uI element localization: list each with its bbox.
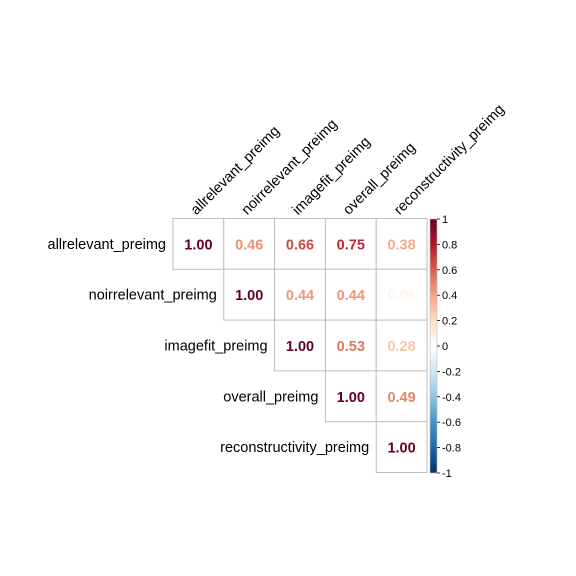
- correlation-grid: [172, 218, 428, 474]
- row-label-0: allrelevant_preimg: [48, 237, 166, 253]
- cell-r4-c4: [375, 421, 428, 474]
- value-label-r2-c4: 0.28: [387, 339, 415, 355]
- colorbar-tick-label-8: -0.6: [442, 417, 461, 429]
- colorbar-tick-label-4: 0.2: [442, 316, 457, 328]
- color-legend: 1 0.8 0.6 0.4 0.2 0 -0.2 -0.4 -0.6 -0.8 -1: [429, 214, 461, 480]
- cell-r3-c3: [324, 370, 377, 423]
- cell-r2-c4: [375, 319, 428, 372]
- colorbar-tick-label-2: 0.6: [442, 265, 457, 277]
- value-label-r0-c0: 1.00: [184, 237, 212, 253]
- colorbar-tick-label-7: -0.4: [442, 392, 461, 404]
- row-labels: allrelevant_preimg noirrelevant_preimgima…: [48, 237, 370, 456]
- row-label-3: overall_preimg: [223, 389, 318, 405]
- cell-r0-c2: [274, 218, 326, 270]
- colorbar-tick-label-6: -0.2: [442, 366, 461, 378]
- row-label-4: reconstructivity_preimg: [220, 440, 369, 456]
- cell-r2-c2: [274, 319, 326, 372]
- cell-r1-c3: [324, 268, 377, 321]
- colorbar-tick-label-3: 0.4: [442, 290, 457, 302]
- row-label-2: imagefit_preimg: [164, 339, 267, 355]
- value-label-r4-c4: 1.00: [387, 441, 415, 457]
- colorbar-tick-label-1: 0.8: [442, 239, 457, 251]
- column-labels: allrelevant_preimgnoirrelevant_preimgima…: [188, 102, 508, 219]
- colorbar-tick-label-0: 1: [442, 214, 448, 226]
- value-label-r1-c2: 0.44: [286, 288, 314, 304]
- colorbar-tick-label-9: -0.8: [442, 443, 461, 455]
- value-label-r1-c1: 1.00: [235, 288, 263, 304]
- value-label-r1-c3: 0.44: [337, 288, 365, 304]
- cell-r0-c1: [223, 218, 276, 270]
- value-label-r2-c3: 0.53: [337, 339, 365, 355]
- column-label-1: noirrelevant_preimg: [239, 116, 341, 218]
- cell-r1-c1: [223, 268, 276, 321]
- column-label-0: allrelevant_preimg: [188, 123, 283, 218]
- value-label-r0-c3: 0.75: [337, 237, 365, 253]
- value-label-r3-c3: 1.00: [337, 390, 365, 406]
- value-label-r1-c4: 0.06: [387, 288, 415, 304]
- cell-r0-c0: [172, 218, 225, 270]
- value-label-r0-c4: 0.38: [387, 237, 415, 253]
- colorbar-gradient: [429, 218, 438, 474]
- colorbar-tick-label-10: -1: [442, 468, 452, 480]
- value-label-r2-c2: 1.00: [286, 339, 314, 355]
- correlation-values: 1.00 0.46 0.66 0.75 0.38 1.00 0.44 0.44 0.06 1.00…: [184, 237, 415, 456]
- row-label-1: noirrelevant_preimg: [89, 288, 217, 304]
- cell-r3-c4: [375, 370, 428, 423]
- value-label-r3-c4: 0.49: [387, 390, 415, 406]
- value-label-r0-c2: 0.66: [286, 237, 314, 253]
- colorbar-tick-label-5: 0: [442, 341, 448, 353]
- value-label-r0-c1: 0.46: [235, 237, 263, 253]
